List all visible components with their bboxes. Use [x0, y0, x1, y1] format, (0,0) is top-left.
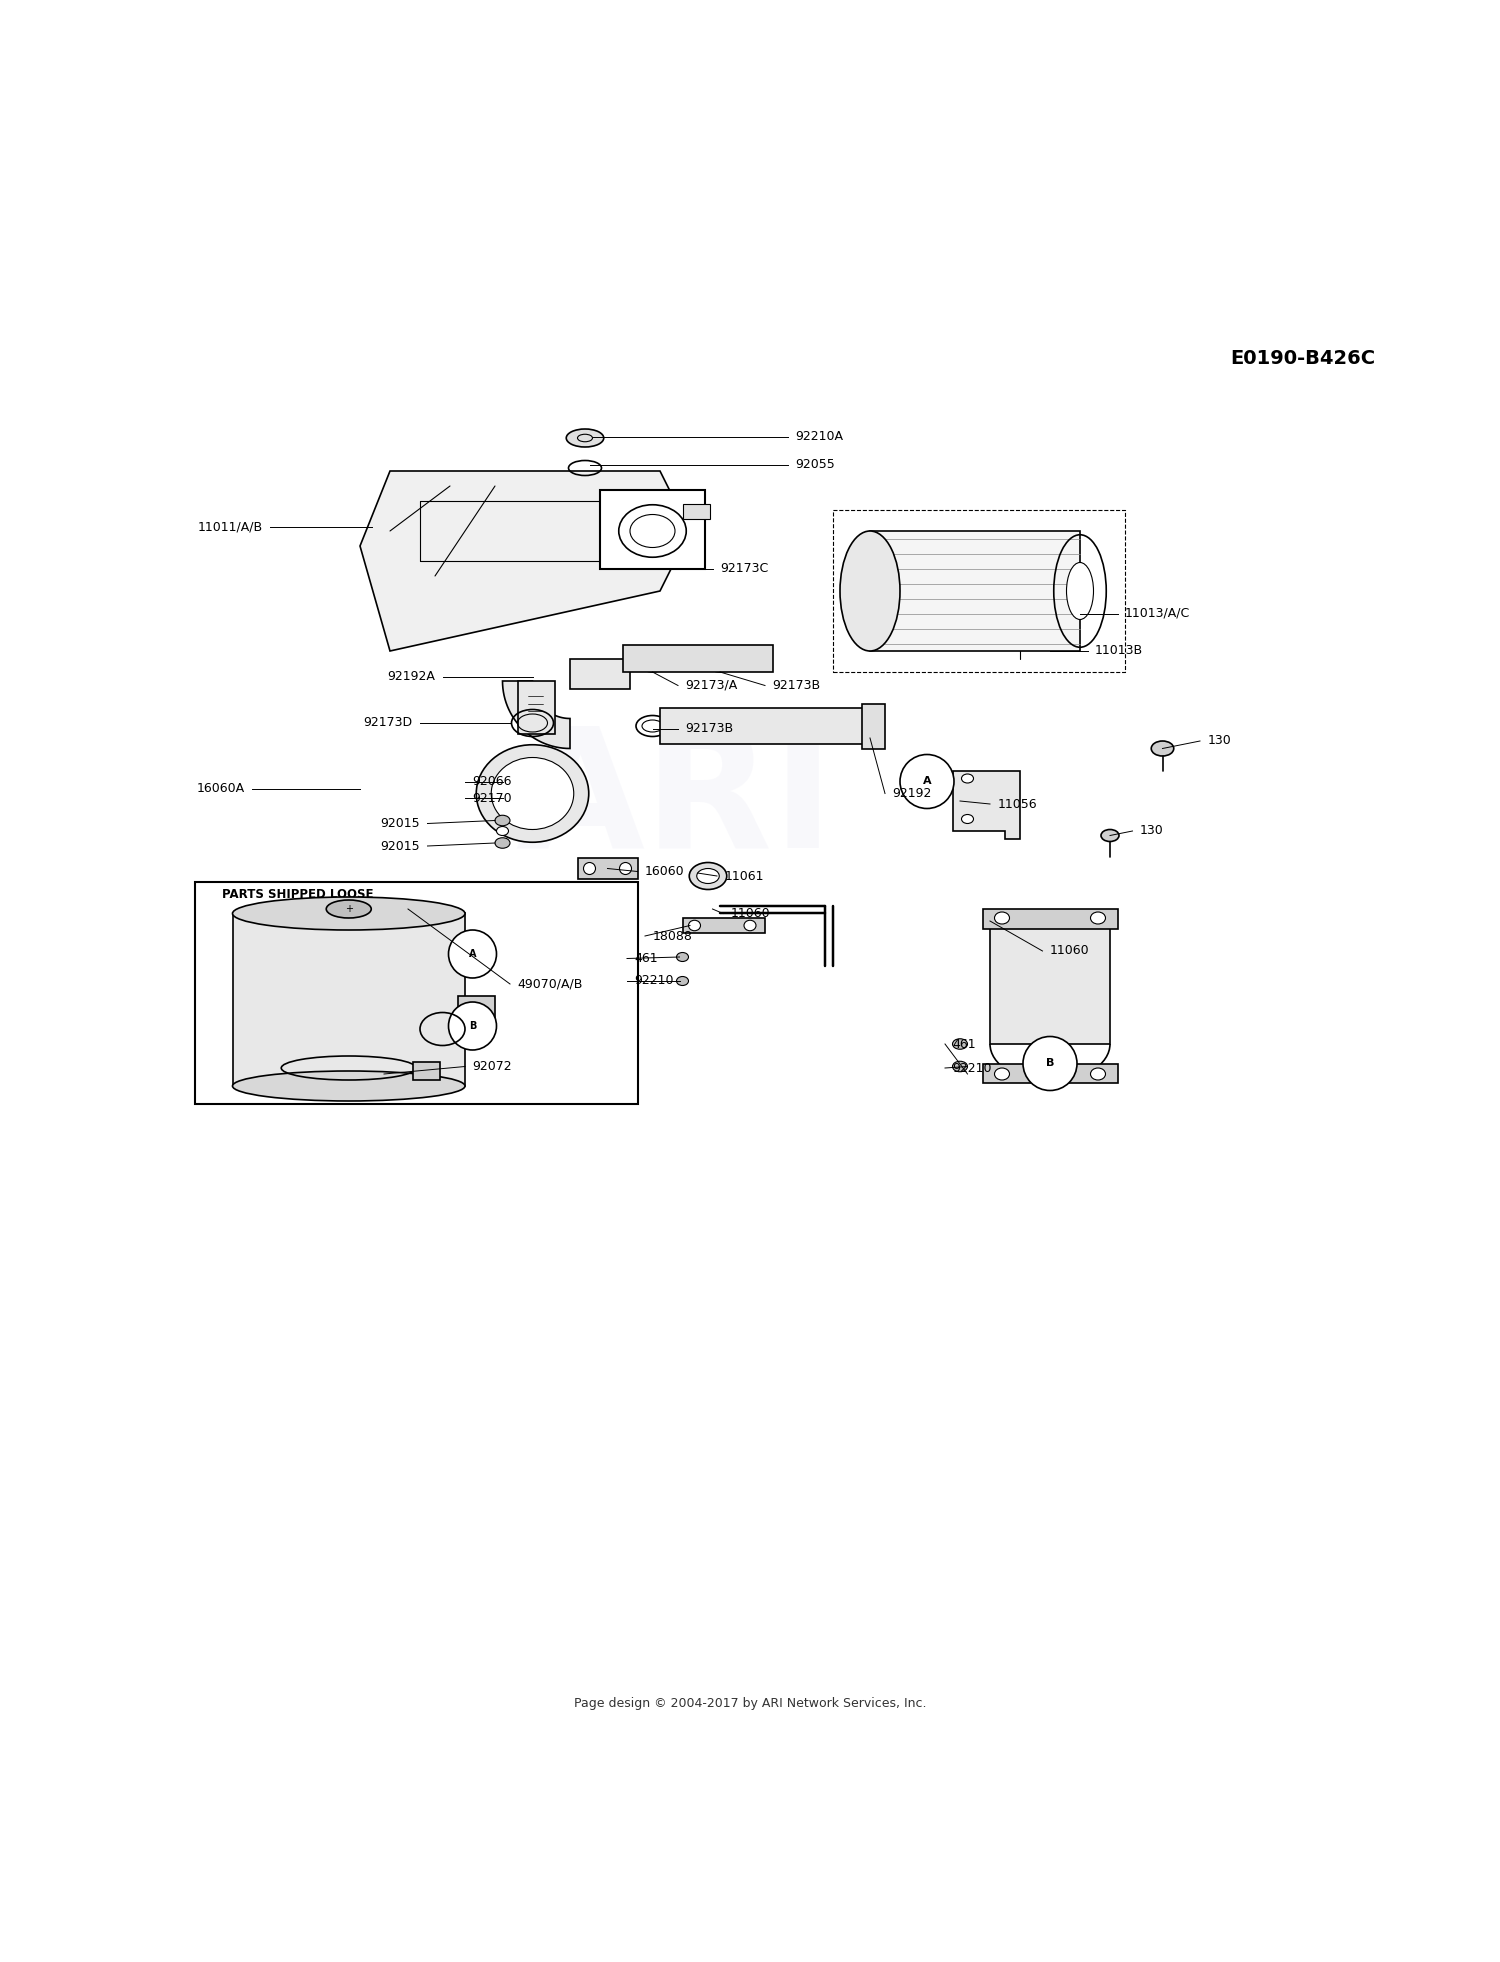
Text: 92173/A: 92173/A [686, 679, 738, 693]
Text: 92173B: 92173B [686, 722, 734, 736]
Text: 92173B: 92173B [772, 679, 820, 693]
Text: 11013/A/C: 11013/A/C [1125, 606, 1191, 620]
Text: 92210: 92210 [634, 975, 674, 987]
Polygon shape [682, 918, 765, 934]
Circle shape [448, 1003, 497, 1050]
Bar [682, 504, 709, 520]
Bar [195, 883, 638, 1105]
Ellipse shape [1101, 830, 1119, 842]
Polygon shape [990, 920, 1110, 1044]
Circle shape [448, 930, 497, 977]
Text: 92055: 92055 [795, 459, 834, 471]
Ellipse shape [584, 863, 596, 875]
Ellipse shape [688, 863, 726, 889]
Ellipse shape [688, 920, 700, 930]
Polygon shape [952, 771, 1020, 838]
Bar [570, 659, 630, 689]
Bar [833, 510, 1125, 673]
Text: +: + [345, 904, 352, 914]
Text: 92192: 92192 [892, 787, 932, 800]
Text: 92173C: 92173C [720, 561, 768, 575]
Polygon shape [578, 857, 638, 879]
Text: 11060: 11060 [1050, 944, 1089, 957]
Bar [600, 490, 705, 569]
Text: Page design © 2004-2017 by ARI Network Services, Inc.: Page design © 2004-2017 by ARI Network S… [573, 1697, 926, 1711]
Ellipse shape [232, 897, 465, 930]
Text: 92072: 92072 [472, 1059, 512, 1073]
Polygon shape [503, 681, 570, 748]
Text: 130: 130 [1140, 824, 1164, 838]
Ellipse shape [962, 773, 974, 783]
Circle shape [900, 755, 954, 808]
Ellipse shape [327, 901, 372, 918]
Text: 92173D: 92173D [363, 716, 413, 730]
Ellipse shape [962, 814, 974, 824]
Text: 461: 461 [634, 952, 658, 965]
Text: 130: 130 [1208, 734, 1231, 748]
Text: E0190-B426C: E0190-B426C [1230, 349, 1376, 369]
Text: A: A [922, 777, 932, 787]
Polygon shape [360, 471, 690, 651]
Bar [622, 645, 772, 673]
Text: 49070/A/B: 49070/A/B [518, 977, 584, 991]
Text: 11013B: 11013B [1095, 644, 1143, 657]
Text: A: A [468, 950, 477, 959]
Ellipse shape [1090, 912, 1106, 924]
Bar [660, 708, 870, 744]
Text: 16060A: 16060A [196, 783, 244, 795]
Polygon shape [862, 704, 885, 748]
Circle shape [1023, 1036, 1077, 1091]
Polygon shape [870, 532, 1080, 651]
Polygon shape [982, 908, 1118, 928]
Polygon shape [982, 1063, 1118, 1083]
Ellipse shape [495, 838, 510, 848]
Ellipse shape [952, 1061, 968, 1071]
Ellipse shape [492, 757, 573, 830]
Ellipse shape [477, 746, 588, 842]
Text: 92192A: 92192A [387, 669, 435, 683]
Ellipse shape [744, 920, 756, 930]
Text: 92015: 92015 [381, 816, 420, 830]
Text: 92170: 92170 [472, 791, 512, 804]
Bar [458, 997, 495, 1026]
Ellipse shape [840, 532, 900, 651]
Text: 11060: 11060 [730, 906, 770, 920]
Polygon shape [232, 914, 465, 1087]
Text: 92210: 92210 [952, 1061, 992, 1075]
Ellipse shape [620, 863, 632, 875]
Text: 92015: 92015 [381, 840, 420, 853]
Text: 18088: 18088 [652, 930, 693, 942]
Bar [518, 681, 555, 734]
Text: 11011/A/B: 11011/A/B [198, 520, 262, 534]
Ellipse shape [1066, 563, 1094, 620]
Ellipse shape [952, 1038, 968, 1050]
Text: 92210A: 92210A [795, 430, 843, 443]
Bar [413, 1061, 440, 1079]
Ellipse shape [994, 1067, 1010, 1079]
Text: 11056: 11056 [998, 797, 1036, 810]
Text: 11061: 11061 [724, 869, 764, 883]
Ellipse shape [1090, 1067, 1106, 1079]
Text: 92066: 92066 [472, 775, 512, 789]
Ellipse shape [994, 912, 1010, 924]
Text: PARTS SHIPPED LOOSE: PARTS SHIPPED LOOSE [222, 887, 374, 901]
Ellipse shape [696, 869, 720, 883]
Text: 461: 461 [952, 1038, 976, 1050]
Ellipse shape [567, 430, 603, 447]
Ellipse shape [232, 1071, 465, 1101]
Ellipse shape [496, 826, 508, 836]
Text: ARI: ARI [516, 720, 834, 883]
Text: 16060: 16060 [645, 865, 684, 879]
Text: B: B [470, 1020, 476, 1030]
Ellipse shape [676, 952, 688, 961]
Ellipse shape [495, 816, 510, 826]
Text: B: B [1046, 1059, 1054, 1069]
Ellipse shape [1152, 742, 1173, 755]
Ellipse shape [676, 977, 688, 985]
